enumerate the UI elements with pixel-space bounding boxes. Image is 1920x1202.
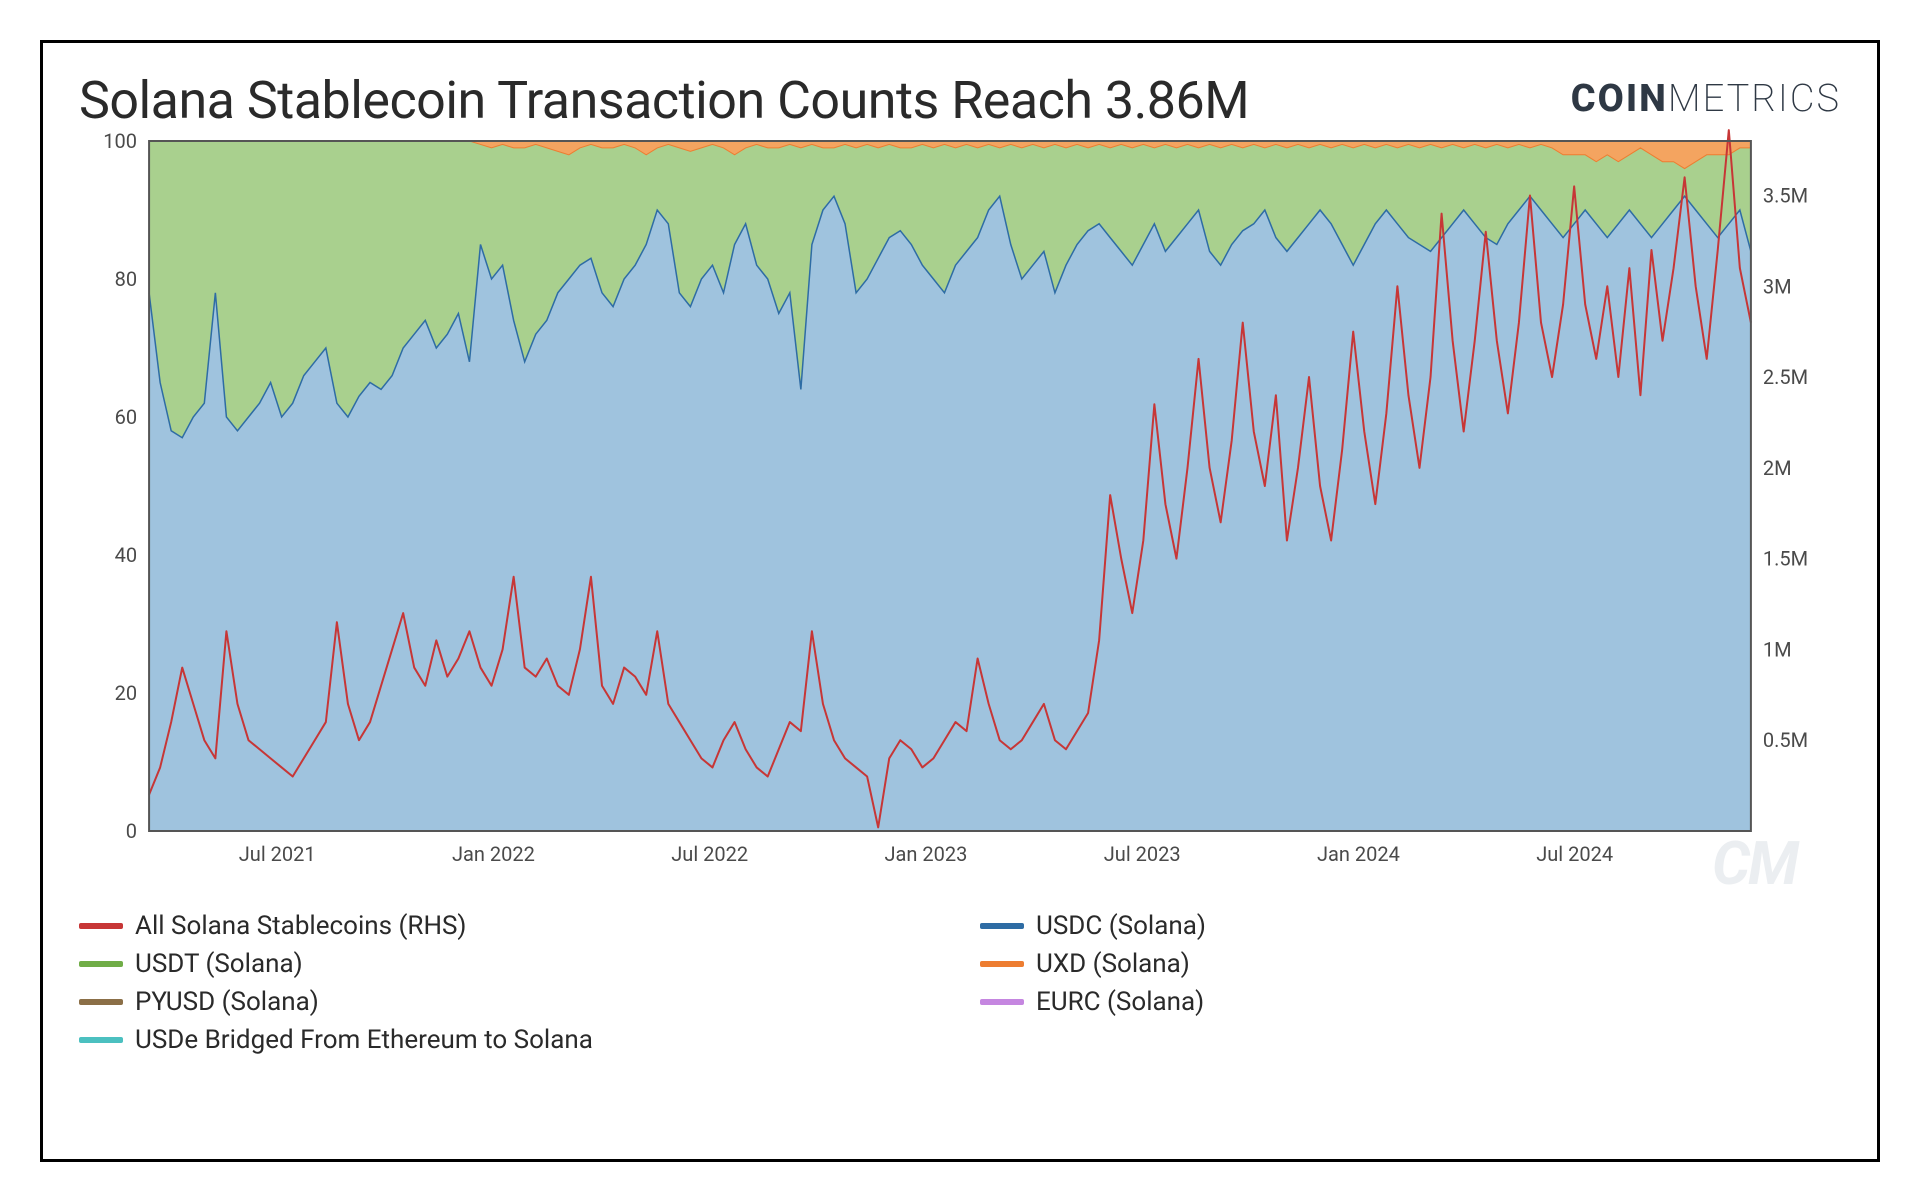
legend-item: USDC (Solana) xyxy=(980,911,1841,941)
svg-text:1.5M: 1.5M xyxy=(1763,546,1808,570)
svg-text:20: 20 xyxy=(115,681,137,705)
legend-label: USDe Bridged From Ethereum to Solana xyxy=(135,1025,593,1055)
legend-item: USDT (Solana) xyxy=(79,949,940,979)
legend-label: USDC (Solana) xyxy=(1036,911,1206,941)
legend-item: USDe Bridged From Ethereum to Solana xyxy=(79,1025,940,1055)
brand-light: METRICS xyxy=(1668,77,1841,121)
svg-text:3.5M: 3.5M xyxy=(1763,183,1808,207)
legend-swatch xyxy=(980,999,1024,1005)
svg-text:40: 40 xyxy=(115,543,137,567)
svg-text:Jan 2022: Jan 2022 xyxy=(452,842,535,866)
legend-swatch xyxy=(79,999,123,1005)
legend-label: EURC (Solana) xyxy=(1036,987,1204,1017)
svg-text:0: 0 xyxy=(126,819,137,843)
svg-text:Jan 2024: Jan 2024 xyxy=(1317,842,1400,866)
svg-text:60: 60 xyxy=(115,405,137,429)
chart-svg: 0 20 40 60 80 100 0.5M 1M 1.5M 2M 2.5M 3M 3.5M Jul 20… xyxy=(79,121,1841,881)
svg-text:Jul 2024: Jul 2024 xyxy=(1536,842,1613,866)
svg-text:1M: 1M xyxy=(1763,637,1792,661)
chart-frame: Solana Stablecoin Transaction Counts Rea… xyxy=(40,40,1880,1162)
svg-text:Jul 2023: Jul 2023 xyxy=(1104,842,1181,866)
brand-logo: COINMETRICS xyxy=(1571,71,1841,121)
legend-item: All Solana Stablecoins (RHS) xyxy=(79,911,940,941)
svg-text:0.5M: 0.5M xyxy=(1763,728,1808,752)
legend-swatch xyxy=(79,1037,123,1043)
legend-label: All Solana Stablecoins (RHS) xyxy=(135,911,466,941)
legend-swatch xyxy=(980,923,1024,929)
svg-text:2M: 2M xyxy=(1763,456,1792,480)
legend-label: UXD (Solana) xyxy=(1036,949,1190,979)
legend-swatch xyxy=(980,961,1024,967)
svg-text:2.5M: 2.5M xyxy=(1763,365,1808,389)
svg-text:Jan 2023: Jan 2023 xyxy=(884,842,967,866)
svg-text:80: 80 xyxy=(115,267,137,291)
legend-item: UXD (Solana) xyxy=(980,949,1841,979)
svg-text:Jul 2022: Jul 2022 xyxy=(671,842,748,866)
svg-text:100: 100 xyxy=(103,129,137,153)
legend-label: PYUSD (Solana) xyxy=(135,987,319,1017)
legend: All Solana Stablecoins (RHS) USDC (Solana… xyxy=(79,911,1841,1055)
brand-bold: COIN xyxy=(1571,77,1668,121)
legend-label: USDT (Solana) xyxy=(135,949,303,979)
svg-text:Jul 2021: Jul 2021 xyxy=(239,842,316,866)
svg-text:3M: 3M xyxy=(1763,274,1792,298)
legend-swatch xyxy=(79,923,123,929)
legend-swatch xyxy=(79,961,123,967)
chart-area: 0 20 40 60 80 100 0.5M 1M 1.5M 2M 2.5M 3M 3.5M Jul 20… xyxy=(79,121,1841,881)
legend-item: PYUSD (Solana) xyxy=(79,987,940,1017)
legend-item: EURC (Solana) xyxy=(980,987,1841,1017)
